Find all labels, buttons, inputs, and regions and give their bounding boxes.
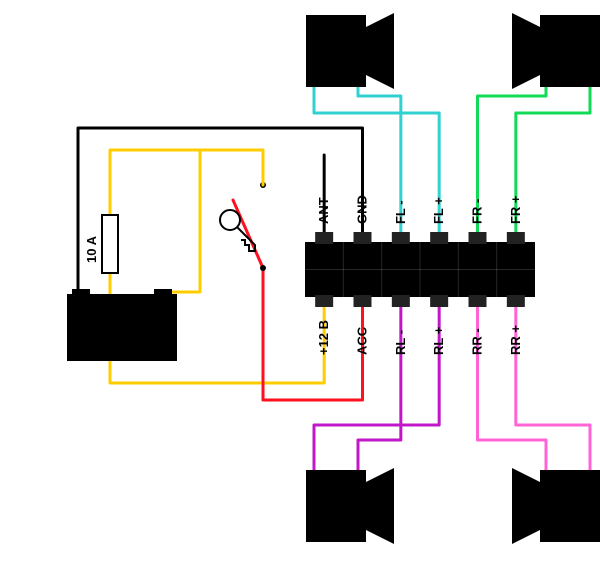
svg-text:+: + [581, 479, 589, 494]
pin-label-RL+: RL + [431, 326, 446, 355]
pin-label-RR-: RR - [470, 328, 485, 355]
svg-text:+: + [315, 479, 323, 494]
speaker-FR: + [512, 13, 600, 89]
speaker-RL: + [306, 468, 394, 544]
pin-label-ANT: ANT [316, 197, 331, 224]
speaker-FL: + [306, 13, 394, 89]
fuse-label: 10 A [84, 235, 99, 263]
svg-text:+: + [315, 68, 323, 83]
pin-label-FR-: FR - [470, 199, 485, 224]
wiring-diagram: + + + + ANT GND FL - FL + FR - FR + +12 B ACC RL - R… [0, 0, 600, 577]
svg-text:+: + [581, 68, 589, 83]
pin-label-RL-: RL - [393, 330, 408, 355]
pin-label-ACC: ACC [355, 326, 370, 355]
pin-label-GND: GND [355, 195, 370, 224]
pin-label-RR+: RR + [508, 325, 523, 355]
pin-label-FR+: FR + [508, 195, 523, 224]
svg-text:−: − [84, 338, 92, 353]
speaker-RR: + [512, 468, 600, 544]
pin-label-FL+: FL + [431, 197, 446, 224]
pin-label-+12B: +12 B [316, 320, 331, 355]
svg-text:+: + [154, 338, 162, 353]
pin-label-FL-: FL - [393, 200, 408, 224]
